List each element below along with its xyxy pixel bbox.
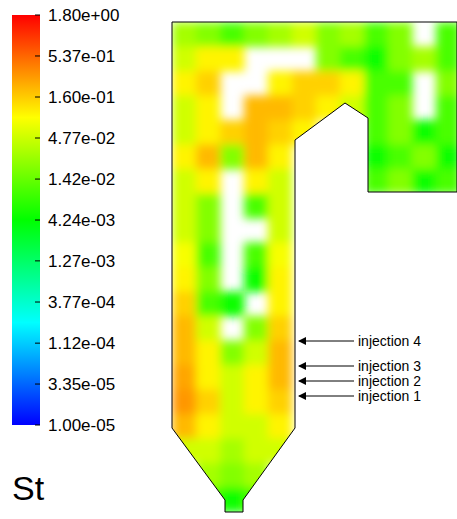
svg-text:3.35e-05: 3.35e-05: [48, 375, 115, 394]
svg-text:1.80e+00: 1.80e+00: [48, 6, 119, 25]
svg-text:St: St: [12, 469, 45, 507]
svg-text:1.27e-03: 1.27e-03: [48, 252, 115, 271]
svg-text:4.77e-02: 4.77e-02: [48, 129, 115, 148]
svg-text:1.60e-01: 1.60e-01: [48, 88, 115, 107]
svg-text:1.42e-02: 1.42e-02: [48, 170, 115, 189]
svg-text:injection 2: injection 2: [358, 373, 421, 389]
svg-text:1.12e-04: 1.12e-04: [48, 334, 115, 353]
svg-text:injection 4: injection 4: [358, 333, 421, 349]
svg-text:4.24e-03: 4.24e-03: [48, 211, 115, 230]
svg-text:3.77e-04: 3.77e-04: [48, 293, 115, 312]
svg-text:5.37e-01: 5.37e-01: [48, 47, 115, 66]
svg-text:injection 3: injection 3: [358, 358, 421, 374]
svg-text:1.00e-05: 1.00e-05: [48, 416, 115, 435]
svg-text:injection 1: injection 1: [358, 388, 421, 404]
